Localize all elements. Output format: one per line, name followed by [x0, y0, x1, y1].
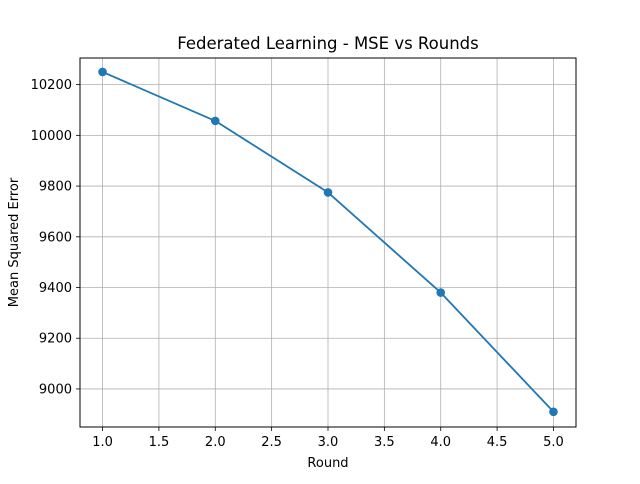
y-tick-label: 9000: [39, 382, 72, 397]
x-tick-label: 2.0: [205, 435, 226, 450]
y-tick-label: 9200: [39, 332, 72, 347]
x-axis-title: Round: [307, 456, 348, 471]
y-tick-label: 10000: [31, 129, 72, 144]
chart-title: Federated Learning - MSE vs Rounds: [177, 34, 478, 53]
y-tick-label: 9800: [39, 180, 72, 195]
x-tick-label: 3.0: [318, 435, 339, 450]
data-point: [436, 288, 446, 297]
y-axis-title: Mean Squared Error: [7, 177, 22, 307]
x-tick-label: 4.5: [487, 435, 508, 450]
data-point: [210, 116, 220, 126]
x-tick-label: 4.0: [430, 435, 451, 450]
data-point: [549, 407, 558, 417]
x-tick-label: 3.5: [374, 435, 395, 450]
x-tick-label: 2.5: [261, 435, 282, 450]
y-tick-label: 9600: [39, 230, 72, 245]
data-point: [98, 67, 107, 77]
x-tick-label: 1.0: [92, 435, 113, 450]
x-tick-label: 1.5: [149, 435, 170, 450]
series-layer: [98, 67, 558, 417]
data-point: [323, 188, 333, 197]
axis-ticks: 1.0 1.5 2.0 2.5 3.0 3.5 4.0 4.5 5.0 9000 9200 9400 9…: [31, 78, 564, 450]
y-tick-label: 9400: [39, 281, 72, 296]
y-tick-label: 10200: [31, 78, 72, 93]
x-tick-label: 5.0: [543, 435, 564, 450]
